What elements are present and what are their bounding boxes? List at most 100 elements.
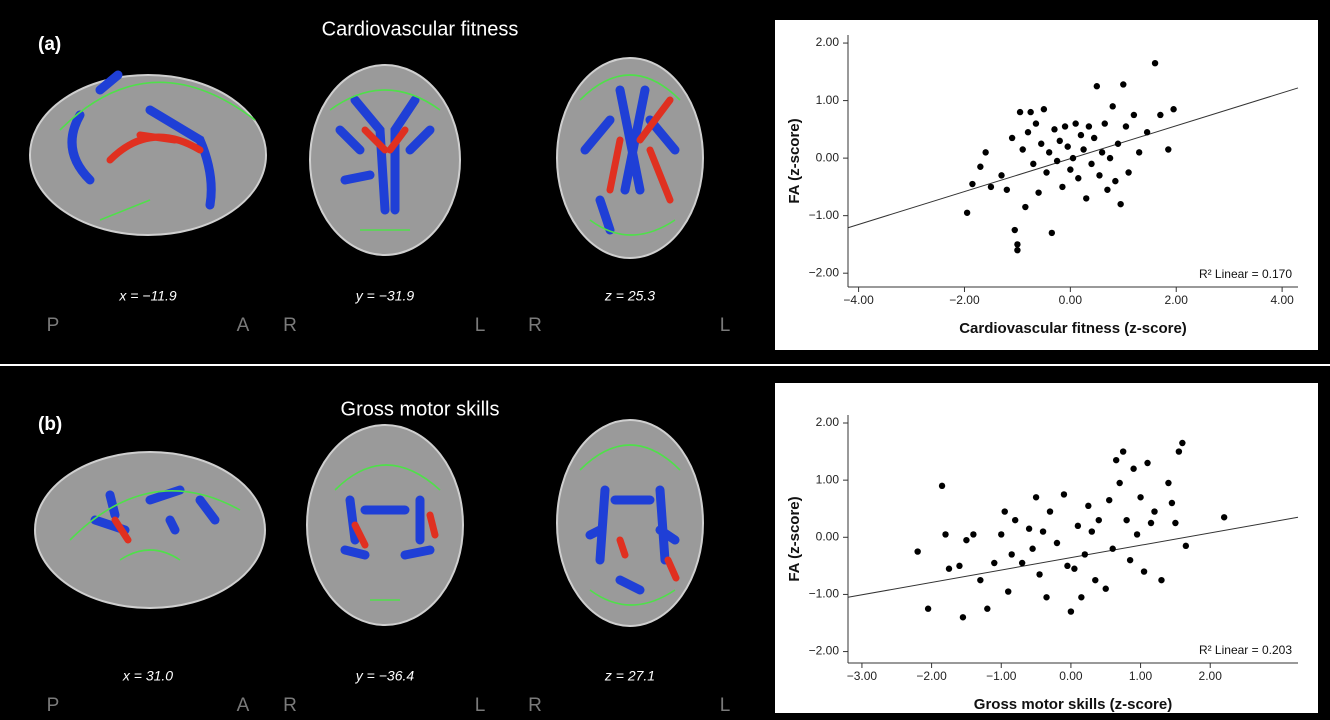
x-tick-label: 2.00 — [1165, 293, 1189, 307]
data-point — [1112, 456, 1120, 464]
panel-label: (b) — [38, 414, 62, 435]
slice-coordinate: x = 31.0 — [122, 668, 173, 684]
y-tick-label: 2.00 — [816, 415, 840, 429]
y-tick-label: −1.00 — [809, 208, 840, 222]
data-point — [1114, 140, 1122, 147]
data-point — [1067, 608, 1075, 615]
data-point — [1030, 160, 1037, 168]
data-point — [1143, 129, 1151, 136]
y-axis-label: FA (z-score) — [786, 118, 803, 203]
data-point — [1109, 103, 1116, 110]
data-point — [1078, 594, 1085, 601]
data-point — [1117, 200, 1124, 208]
x-tick-label: −3.00 — [847, 669, 878, 683]
orientation-label: A — [237, 695, 250, 716]
data-point — [1011, 226, 1018, 234]
plot-panel — [775, 20, 1318, 350]
data-point — [1003, 186, 1011, 193]
data-point — [1014, 246, 1021, 254]
data-point — [998, 531, 1005, 538]
data-point — [1151, 59, 1159, 67]
orientation-label: R — [528, 695, 542, 716]
data-point — [1014, 241, 1021, 248]
data-point — [970, 531, 977, 538]
data-point — [987, 183, 995, 191]
data-point — [1102, 585, 1109, 592]
data-point — [1085, 123, 1093, 130]
data-point — [977, 576, 984, 584]
data-point — [1032, 494, 1040, 501]
data-point — [1133, 531, 1141, 538]
panel-label: (a) — [38, 34, 61, 55]
data-point — [1122, 123, 1130, 130]
data-point — [1046, 508, 1054, 515]
slice-coordinate: x = −11.9 — [118, 288, 177, 304]
data-point — [924, 605, 932, 612]
y-tick-label: −2.00 — [809, 265, 840, 279]
data-point — [1074, 522, 1082, 530]
data-point — [1109, 545, 1116, 552]
data-point — [956, 562, 963, 570]
data-point — [1081, 551, 1089, 558]
x-tick-label: 0.00 — [1059, 293, 1083, 307]
slice-coordinate: z = 27.1 — [604, 668, 655, 684]
orientation-label: P — [47, 315, 60, 336]
data-point — [1157, 111, 1164, 119]
data-point — [1125, 169, 1132, 176]
data-point — [1005, 588, 1012, 595]
brain-slices — [29, 57, 704, 259]
x-tick-label: 1.00 — [1129, 669, 1153, 683]
data-point — [963, 536, 970, 544]
data-point — [1165, 146, 1172, 153]
annotation: R² Linear = 0.203 — [1199, 643, 1292, 657]
data-point — [1104, 186, 1111, 193]
data-point — [1170, 106, 1177, 113]
orientation-label: L — [720, 695, 731, 716]
data-point — [1096, 172, 1103, 179]
data-point — [1140, 568, 1148, 575]
panel-title: Cardiovascular fitness — [322, 18, 519, 40]
data-point — [1011, 516, 1019, 524]
data-point — [977, 163, 984, 170]
data-point — [1106, 154, 1114, 162]
data-point — [1053, 157, 1061, 165]
data-point — [1069, 154, 1077, 162]
x-axis-label: Cardiovascular fitness (z-score) — [959, 320, 1187, 337]
data-point — [1043, 594, 1050, 601]
brain-slices — [34, 419, 704, 627]
plot-panel — [775, 383, 1318, 713]
y-tick-label: −2.00 — [809, 644, 840, 658]
data-point — [1088, 528, 1096, 535]
x-tick-label: −2.00 — [916, 669, 947, 683]
data-point — [1120, 81, 1127, 88]
orientation-label: R — [283, 315, 297, 336]
orientation-label: P — [47, 695, 60, 716]
trend-line — [847, 516, 1299, 598]
y-tick-label: 2.00 — [816, 35, 840, 49]
data-point — [1179, 439, 1186, 447]
data-point — [1032, 120, 1040, 127]
data-point — [1025, 525, 1033, 532]
data-point — [1220, 514, 1228, 521]
y-tick-label: 1.00 — [816, 93, 840, 107]
data-point — [1119, 448, 1127, 455]
data-point — [959, 614, 967, 621]
data-point — [1158, 576, 1165, 584]
x-tick-label: 2.00 — [1199, 669, 1223, 683]
data-point — [1172, 519, 1179, 527]
data-point — [969, 180, 976, 188]
orientation-label: R — [528, 315, 542, 336]
data-point — [1075, 175, 1082, 182]
data-point — [1064, 562, 1071, 570]
data-point — [1029, 545, 1036, 552]
data-point — [1126, 556, 1134, 564]
data-point — [1008, 551, 1015, 558]
data-point — [942, 531, 949, 538]
data-point — [1067, 166, 1074, 173]
data-point — [1092, 576, 1099, 584]
data-point — [1106, 496, 1113, 504]
data-point — [963, 209, 971, 216]
data-point — [1182, 542, 1190, 550]
data-point — [938, 482, 946, 490]
